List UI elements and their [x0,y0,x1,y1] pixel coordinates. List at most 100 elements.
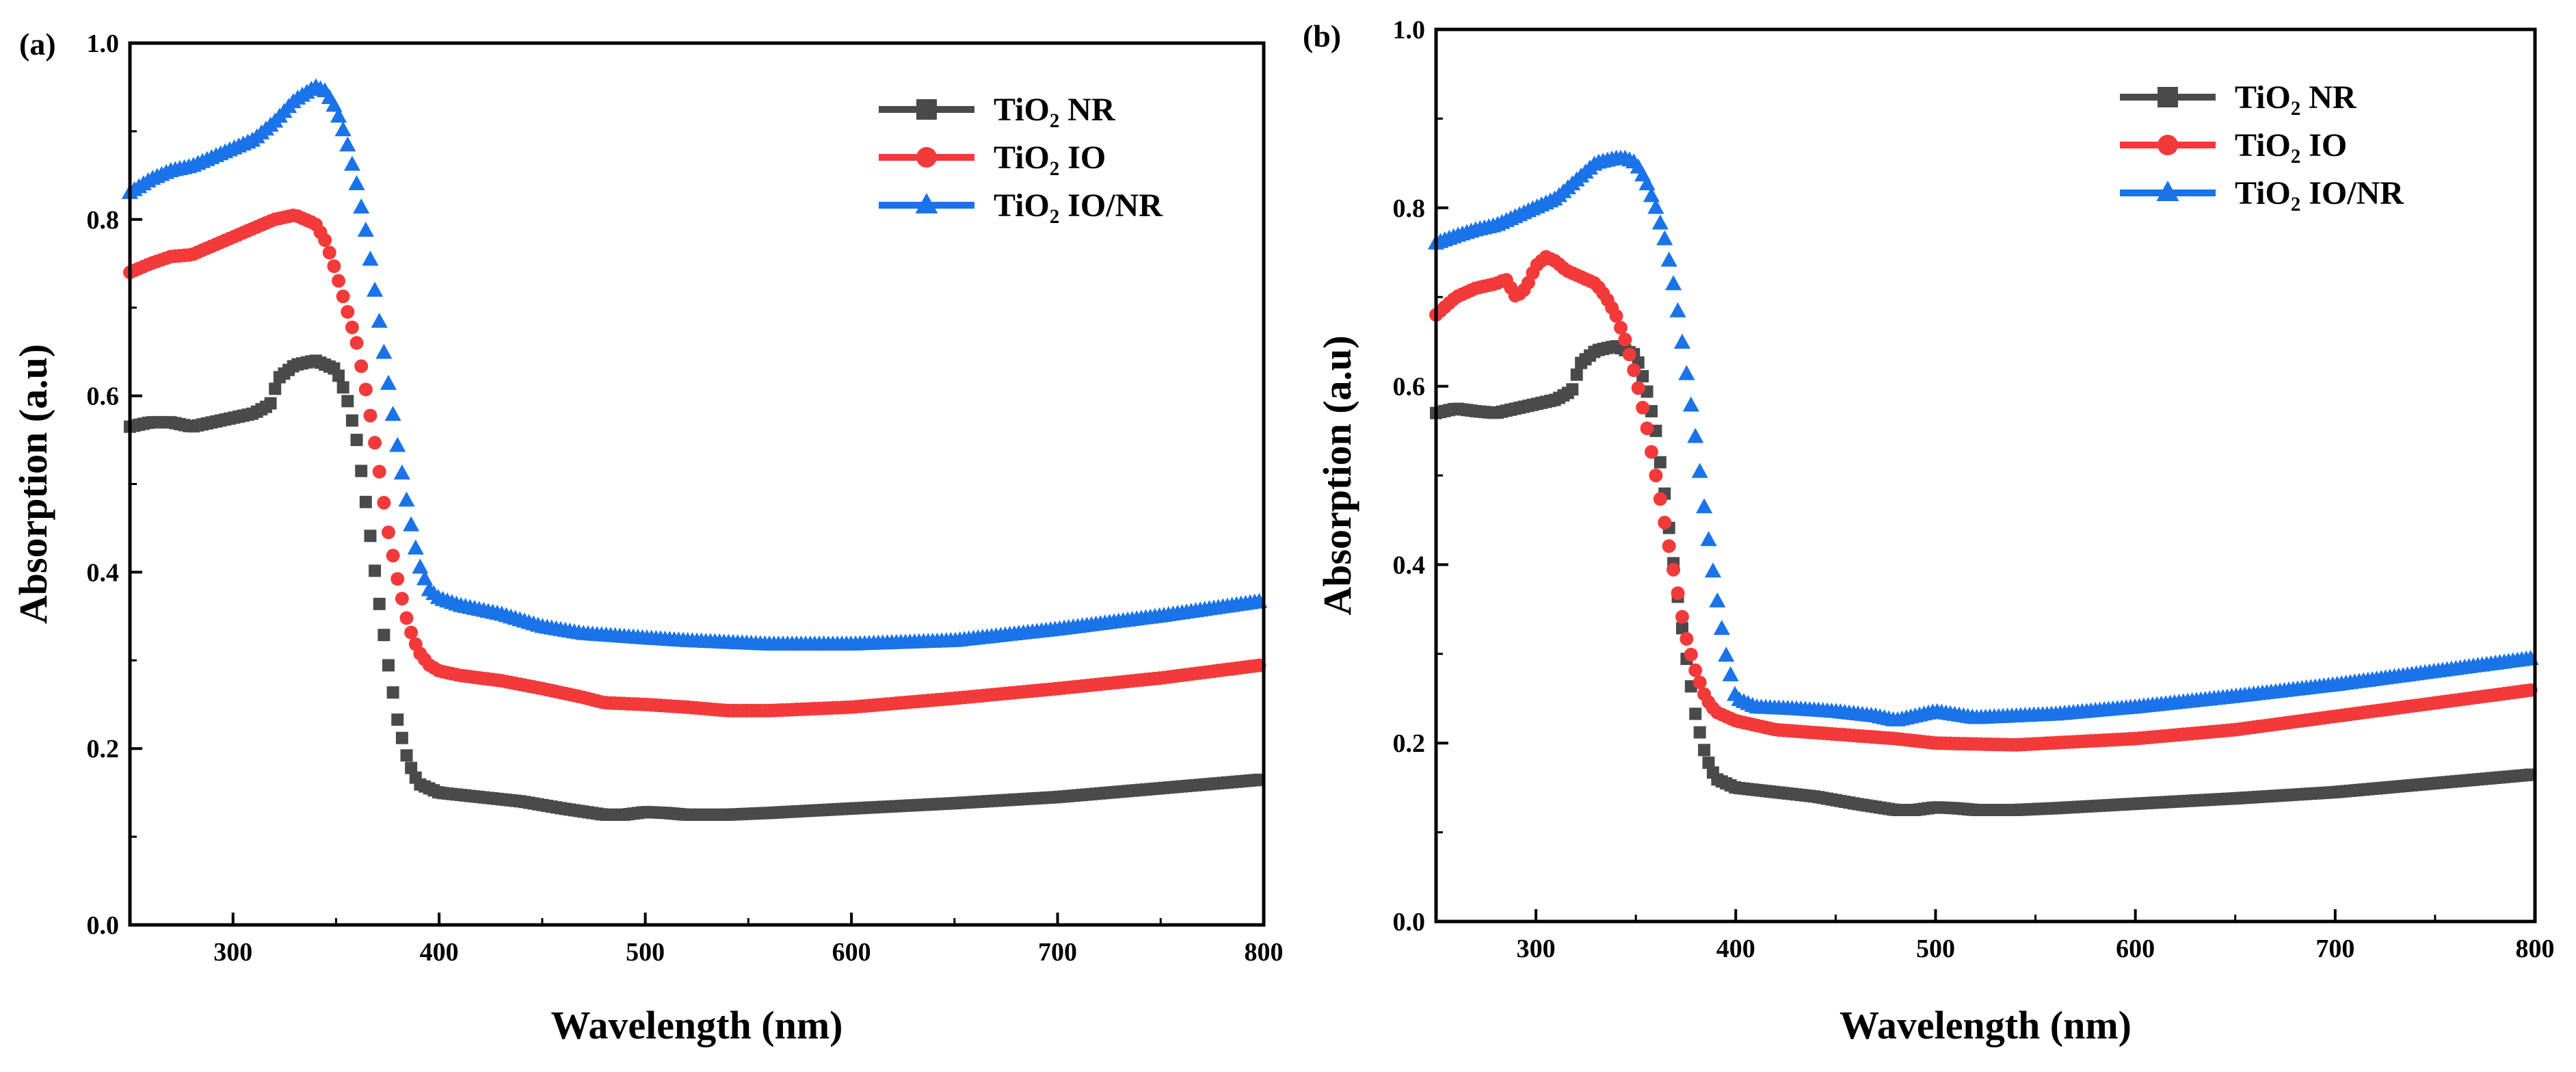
data-point [358,382,373,397]
data-point [334,121,351,137]
data-point [362,250,379,266]
x-tick-label: 500 [1916,934,1955,963]
y-tick-label: 1.0 [1393,16,1426,44]
y-tick-label: 0.0 [87,911,120,940]
y-tick-label: 0.0 [1393,908,1426,937]
x-tick-label: 300 [1517,934,1556,963]
data-point [1709,592,1726,607]
data-point [391,713,404,726]
data-point [1675,610,1689,624]
data-point [318,233,332,247]
legend-triangle-icon [915,193,938,213]
data-point [354,359,369,374]
data-point [395,592,409,606]
data-point [386,686,399,699]
data-point [1665,275,1682,291]
data-point [399,611,414,625]
series-square [124,354,1266,821]
data-point [403,516,420,532]
data-point [1696,498,1713,514]
data-point [1692,675,1707,690]
data-point [367,281,384,297]
series-circle [1429,250,2538,752]
data-point [330,107,347,123]
x-axis-title: Wavelength (nm) [1840,1003,2132,1047]
data-point [1684,647,1698,662]
data-point [375,343,393,359]
x-tick-label: 300 [213,938,252,967]
data-point [349,336,364,350]
x-tick-label: 700 [1038,938,1077,967]
data-point [1718,646,1735,662]
data-point [1702,756,1715,769]
data-point [1675,622,1688,635]
data-point [1638,175,1656,191]
series-circle [123,208,1266,718]
y-tick-label: 0.2 [87,735,120,763]
data-point [1636,400,1650,415]
data-point [398,491,415,507]
y-tick-label: 0.2 [1393,729,1426,758]
data-point [382,659,395,672]
data-point [1722,666,1739,681]
legend-label: TiO₂ IO [2235,127,2347,164]
x-tick-label: 600 [832,938,871,967]
x-tick-label: 800 [1245,938,1284,967]
data-point [1658,515,1672,530]
data-point [1647,198,1664,214]
data-point [348,175,365,191]
data-point [1713,620,1730,636]
legend-triangle-icon [2156,181,2179,201]
data-point [368,436,382,450]
data-point [377,629,390,642]
data-point [369,564,382,577]
data-point [1671,586,1685,601]
data-point [327,259,341,274]
legend-square-icon [916,99,937,120]
y-tick-label: 0.4 [87,558,120,587]
data-point [405,761,418,774]
data-point [364,530,377,542]
data-point [1643,187,1660,202]
data-point [386,549,400,563]
data-point [336,381,349,394]
data-point [1622,348,1636,362]
y-tick-label: 0.6 [87,382,120,411]
panel-b: 300 400 500 600 700 800 0.0 0.2 0.4 0.6 0.8 1.0 Wave… [1303,16,2555,1047]
data-point [345,414,358,427]
data-point [1609,309,1623,323]
data-point [382,525,396,540]
y-axis-title: Absorption (a.u) [11,344,55,624]
data-point [412,558,429,574]
y-tick-label: 0.4 [1393,551,1426,579]
data-point [363,408,377,423]
data-point [416,570,434,586]
data-point [400,749,413,762]
data-point [1667,562,1681,577]
data-point [1691,462,1708,478]
data-point [407,539,424,555]
series-triangle [121,78,1268,651]
data-point [355,465,368,478]
data-point [322,246,336,260]
data-point [353,198,370,214]
data-point [1654,456,1667,469]
data-point [1678,365,1695,380]
y-tick-label: 1.0 [87,29,120,58]
data-point [1644,445,1658,459]
x-tick-label: 700 [2315,934,2354,963]
data-point [1669,302,1686,317]
data-point [332,369,345,382]
data-point [1570,368,1583,381]
legend-square-icon [2157,87,2178,107]
series-triangle [1427,149,2539,727]
x-tick-label: 400 [420,938,459,967]
legend: TiO₂ NR TiO₂ IO TiO₂ IO/NR [2120,79,2404,211]
x-tick-label: 800 [2516,934,2555,963]
panel-label: (a) [19,27,56,62]
legend-label: TiO₂ IO/NR [2235,175,2404,211]
data-point [1704,562,1722,578]
x-tick-label: 400 [1716,934,1755,963]
data-point [1660,251,1677,267]
data-point [1656,230,1673,246]
